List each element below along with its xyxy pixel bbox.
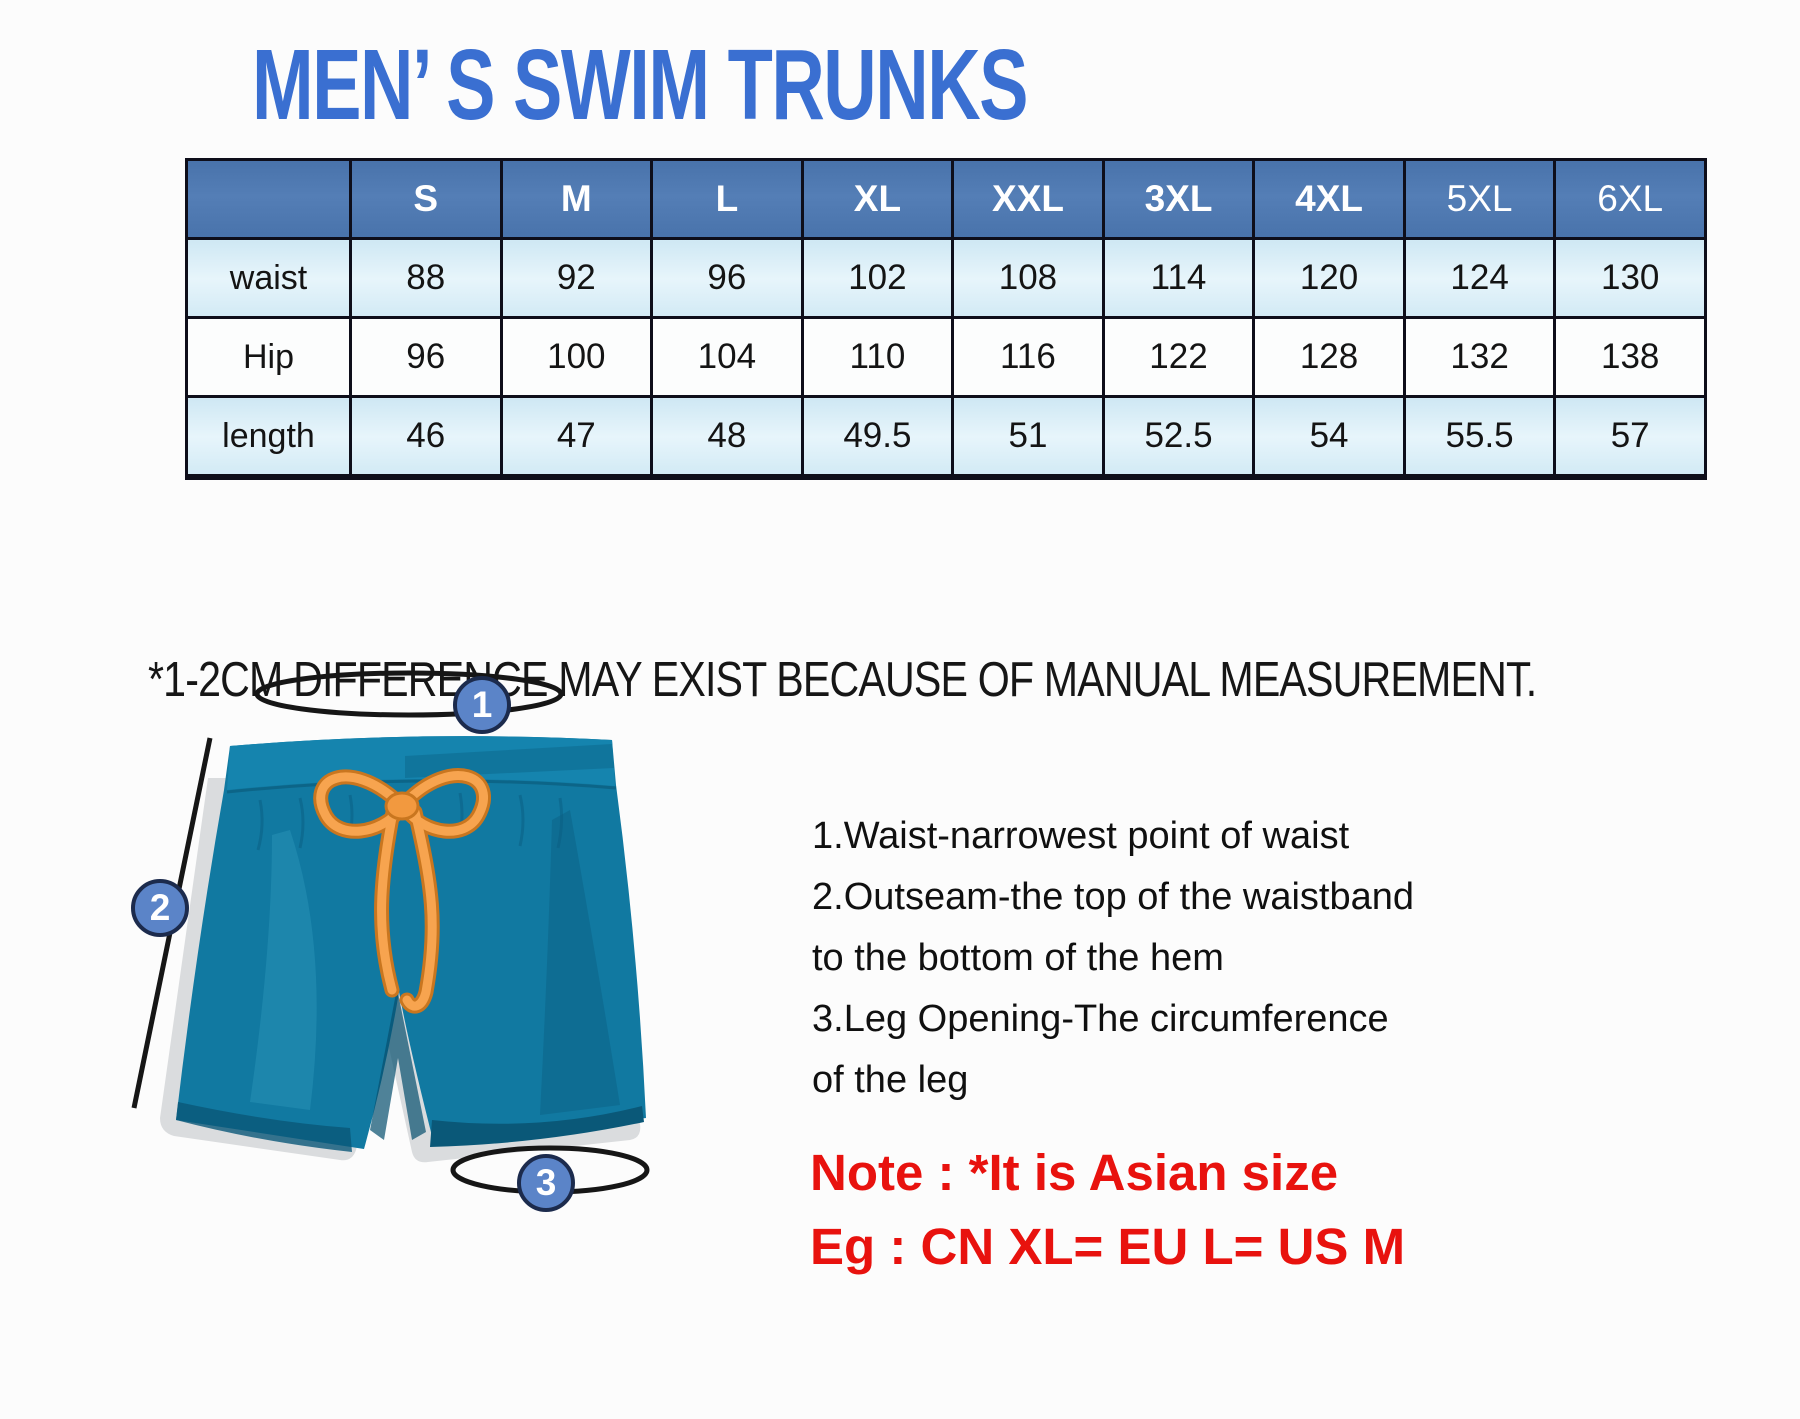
size-cell: 52.5 [1101, 395, 1256, 480]
fold-highlight-left [250, 830, 317, 1110]
guide-line-4: 3.Leg Opening-The circumference [812, 998, 1389, 1040]
size-cell: 120 [1252, 237, 1406, 319]
measure-badge-1: 1 [453, 676, 511, 734]
size-cell: 122 [1101, 316, 1256, 398]
page-title: MEN’ S SWIM TRUNKS [252, 29, 1029, 141]
size-cell: 54 [1252, 395, 1406, 480]
measure-guide: 1.Waist-narrowest point of waist 2.Outse… [812, 806, 1414, 1111]
size-cell: 100 [499, 316, 654, 398]
size-cell: 132 [1402, 316, 1557, 398]
crotch-shade [370, 988, 426, 1140]
fold-shade-right [540, 810, 620, 1115]
hem-left [176, 1102, 352, 1152]
header-cell-empty [185, 158, 352, 240]
table-row-hip: Hip 96 100 104 110 116 122 128 132 138 [185, 316, 1707, 398]
row-label-waist: waist [185, 237, 352, 319]
drawstring-icon [313, 768, 491, 1014]
size-cell: 96 [650, 237, 804, 319]
size-cell: 104 [650, 316, 804, 398]
size-cell: 138 [1553, 316, 1707, 398]
size-cell: 96 [349, 316, 503, 398]
asian-size-note: Note : *It is Asian size Eg : CN XL= EU … [810, 1136, 1405, 1284]
table-row-waist: waist 88 92 96 102 108 114 120 124 130 [185, 237, 1707, 319]
size-cell: 48 [650, 395, 804, 480]
trunks-svg [131, 670, 650, 1195]
size-cell: 51 [951, 395, 1105, 480]
header-cell-3xl: 3XL [1101, 158, 1256, 240]
header-cell-xxl: XXL [951, 158, 1105, 240]
guide-line-3: to the bottom of the hem [812, 937, 1224, 979]
row-label-length: length [185, 395, 352, 480]
guide-line-5: of the leg [812, 1059, 969, 1101]
guide-line-2: 2.Outseam-the top of the waistband [812, 876, 1415, 918]
size-cell: 88 [349, 237, 503, 319]
measure-badge-3: 3 [517, 1154, 575, 1212]
size-cell: 108 [951, 237, 1105, 319]
header-cell-4xl: 4XL [1252, 158, 1406, 240]
waist-measure-ellipse [254, 670, 564, 718]
trunks-body-shape [176, 736, 646, 1149]
note-line-1: Note : *It is Asian size [810, 1144, 1339, 1201]
size-cell: 47 [499, 395, 654, 480]
note-line-2: Eg : CN XL= EU L= US M [810, 1218, 1406, 1275]
size-cell: 116 [951, 316, 1105, 398]
header-cell-6xl: 6XL [1553, 158, 1707, 240]
size-cell: 124 [1402, 237, 1557, 319]
trunks-illustration: 1 2 3 [100, 650, 700, 1250]
size-cell: 46 [349, 395, 503, 480]
measure-badge-2: 2 [131, 879, 189, 937]
size-cell: 92 [499, 237, 654, 319]
disclaimer-text: *1-2CM DIFFERENCE MAY EXIST BECAUSE OF M… [148, 653, 1537, 707]
guide-line-1: 1.Waist-narrowest point of waist [812, 815, 1350, 857]
size-cell: 130 [1553, 237, 1707, 319]
header-cell-m: M [499, 158, 654, 240]
size-cell: 128 [1252, 316, 1406, 398]
table-header-row: S M L XL XXL 3XL 4XL 5XL 6XL [185, 158, 1707, 240]
size-cell: 102 [800, 237, 955, 319]
header-cell-l: L [650, 158, 804, 240]
table-row-length: length 46 47 48 49.5 51 52.5 54 55.5 57 [185, 395, 1707, 480]
header-cell-s: S [349, 158, 503, 240]
size-cell: 49.5 [800, 395, 955, 480]
size-cell: 57 [1553, 395, 1707, 480]
size-cell: 55.5 [1402, 395, 1557, 480]
header-cell-5xl: 5XL [1402, 158, 1557, 240]
header-cell-xl: XL [800, 158, 955, 240]
size-cell: 110 [800, 316, 955, 398]
row-label-hip: Hip [185, 316, 352, 398]
size-cell: 114 [1101, 237, 1256, 319]
size-table: S M L XL XXL 3XL 4XL 5XL 6XL waist 88 92… [185, 158, 1707, 480]
hem-right [430, 1106, 644, 1147]
